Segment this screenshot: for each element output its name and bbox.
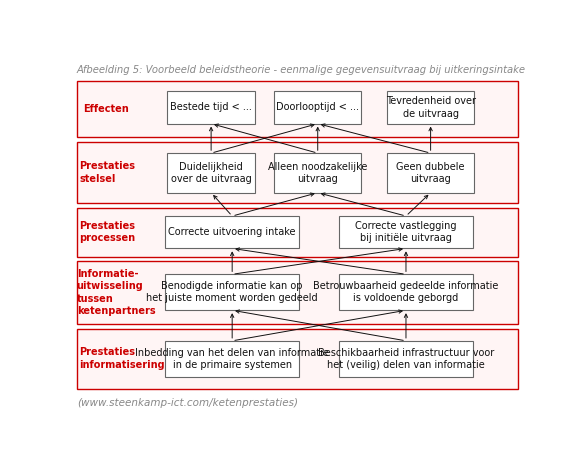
Text: Tevredenheid over
de uitvraag: Tevredenheid over de uitvraag bbox=[386, 96, 476, 119]
Bar bbox=[77, 329, 518, 389]
Bar bbox=[339, 274, 473, 310]
Bar bbox=[339, 216, 473, 248]
Text: Duidelijkheid
over de uitvraag: Duidelijkheid over de uitvraag bbox=[171, 162, 251, 184]
Text: Afbeelding 5: Voorbeeld beleidstheorie - eenmalige gegevensuitvraag bij uitkerin: Afbeelding 5: Voorbeeld beleidstheorie -… bbox=[77, 65, 526, 75]
Bar bbox=[77, 208, 518, 257]
Bar bbox=[168, 153, 255, 193]
Text: Prestaties
processen: Prestaties processen bbox=[79, 221, 136, 243]
Bar bbox=[387, 153, 475, 193]
Text: Doorlooptijd < ...: Doorlooptijd < ... bbox=[276, 102, 359, 113]
Bar bbox=[77, 81, 518, 137]
Bar bbox=[387, 91, 475, 124]
Bar bbox=[168, 91, 255, 124]
Text: Informatie-
uitwisseling
tussen
ketenpartners: Informatie- uitwisseling tussen ketenpar… bbox=[77, 269, 155, 316]
Text: Correcte vastlegging
bij initiële uitvraag: Correcte vastlegging bij initiële uitvra… bbox=[355, 221, 457, 243]
Bar bbox=[165, 274, 299, 310]
Text: Alleen noodzakelijke
uitvraag: Alleen noodzakelijke uitvraag bbox=[268, 162, 368, 184]
Text: Beschikbaarheid infrastructuur voor
het (veilig) delen van informatie: Beschikbaarheid infrastructuur voor het … bbox=[318, 347, 494, 370]
Text: Effecten: Effecten bbox=[83, 104, 129, 114]
Bar bbox=[165, 341, 299, 377]
Text: Geen dubbele
uitvraag: Geen dubbele uitvraag bbox=[397, 162, 465, 184]
Text: Prestaties
informatisering: Prestaties informatisering bbox=[79, 347, 165, 370]
Text: Benodigde informatie kan op
het juiste moment worden gedeeld: Benodigde informatie kan op het juiste m… bbox=[146, 281, 318, 304]
Bar bbox=[77, 261, 518, 324]
Bar bbox=[77, 142, 518, 204]
Text: Bestede tijd < ...: Bestede tijd < ... bbox=[170, 102, 252, 113]
Text: Prestaties
stelsel: Prestaties stelsel bbox=[79, 161, 135, 184]
Text: Betrouwbaarheid gedeelde informatie
is voldoende geborgd: Betrouwbaarheid gedeelde informatie is v… bbox=[313, 281, 499, 304]
Bar bbox=[165, 216, 299, 248]
Bar bbox=[339, 341, 473, 377]
Text: Correcte uitvoering intake: Correcte uitvoering intake bbox=[168, 227, 296, 237]
Text: Inbedding van het delen van informatie
in de primaire systemen: Inbedding van het delen van informatie i… bbox=[135, 347, 329, 370]
Bar bbox=[274, 91, 361, 124]
Bar bbox=[274, 153, 361, 193]
Text: (www.steenkamp-ict.com/ketenprestaties): (www.steenkamp-ict.com/ketenprestaties) bbox=[77, 398, 298, 409]
